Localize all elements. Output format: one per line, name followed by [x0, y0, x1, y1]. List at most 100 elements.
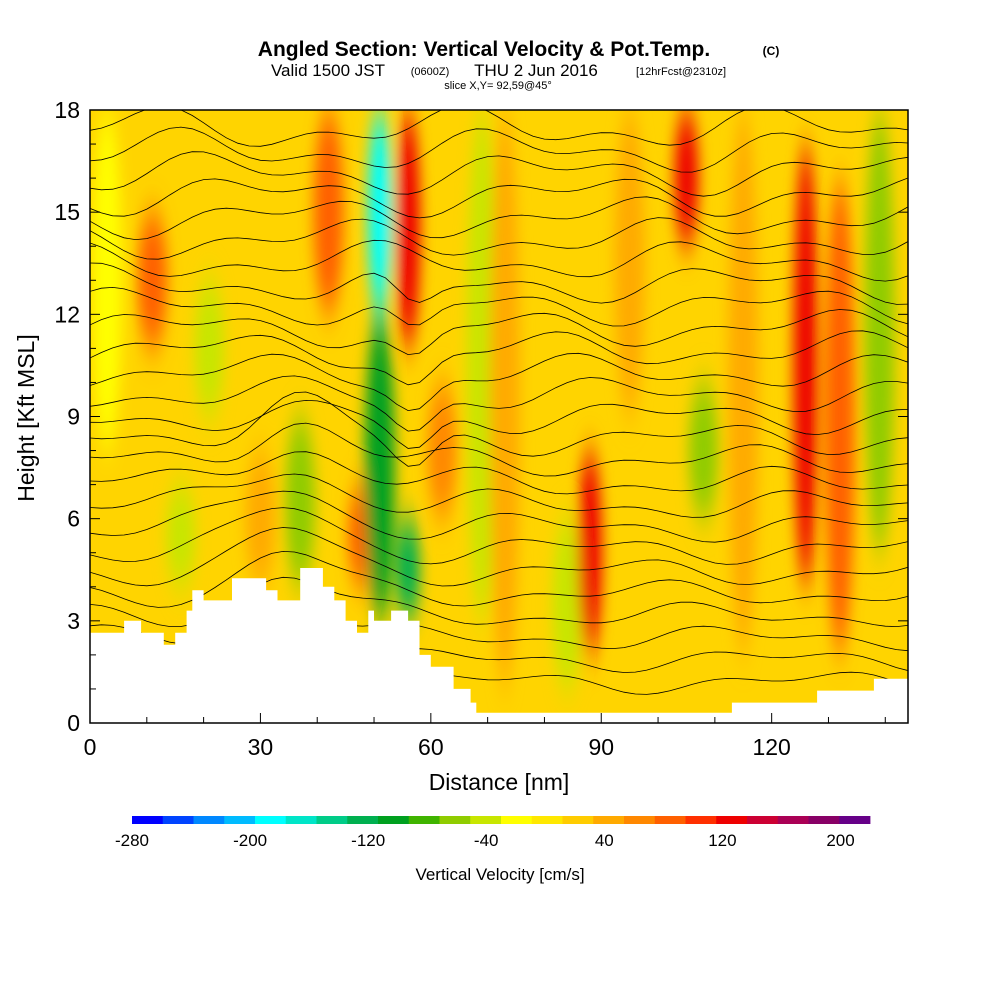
velocity-cell [489, 110, 520, 689]
colorbar-swatch [531, 816, 563, 824]
colorbar-swatch [224, 816, 256, 824]
velocity-cell [466, 110, 497, 621]
x-tick-label: 90 [588, 734, 614, 760]
theta-contour-line [90, 352, 908, 412]
y-tick-label: 9 [67, 404, 80, 430]
theta-contour-line [90, 110, 908, 147]
chart-title: Angled Section: Vertical Velocity & Pot.… [258, 38, 710, 61]
theta-contour-line [90, 196, 908, 241]
velocity-cell [688, 382, 719, 519]
velocity-cell [194, 280, 225, 417]
velocity-cell [165, 484, 196, 587]
theta-contour-line [90, 507, 908, 565]
colorbar-swatch [408, 816, 440, 824]
velocity-cell [92, 110, 123, 451]
axis-ticks: 0 30 60 90 120 0 3 6 9 12 15 18 [54, 97, 908, 760]
velocity-cell [285, 416, 316, 587]
colorbar-swatch [593, 816, 625, 824]
theta-contour-line [90, 451, 908, 495]
colorbar-swatch [654, 816, 686, 824]
velocity-cell [728, 110, 759, 655]
colorbar-swatch [285, 816, 317, 824]
colorbar: -280 -200 -120 -40 40 120 200 [115, 816, 871, 850]
theta-contour-line [90, 330, 908, 386]
colorbar-swatch [808, 816, 840, 824]
slice-info: slice X,Y= 92,59@45° [444, 80, 552, 92]
theta-contour-line [90, 490, 908, 543]
colorbar-swatch [685, 816, 717, 824]
colorbar-swatch [439, 816, 471, 824]
colorbar-swatch [562, 816, 594, 824]
colorbar-swatch [316, 816, 348, 824]
colorbar-swatch [839, 816, 871, 824]
velocity-cell [674, 110, 699, 247]
y-axis-label: Height [Kft MSL] [13, 334, 39, 501]
theta-contour-line [90, 473, 908, 518]
colorbar-swatch [777, 816, 809, 824]
plot-area [90, 110, 908, 723]
colorbar-swatch [347, 816, 379, 824]
velocity-cell [245, 450, 276, 587]
colorbar-tick-label: -280 [115, 831, 149, 850]
colorbar-swatch [255, 816, 287, 824]
x-tick-label: 60 [418, 734, 444, 760]
colorbar-tick-label: -40 [474, 831, 499, 850]
velocity-cell [396, 518, 421, 621]
zulu-time: (0600Z) [411, 66, 450, 78]
velocity-cell [614, 110, 645, 417]
velocity-cell [364, 314, 395, 621]
colorbar-swatch [132, 816, 164, 824]
theta-contour-line [90, 262, 908, 305]
velocity-cell [864, 110, 895, 553]
colorbar-tick-label: -120 [351, 831, 385, 850]
y-tick-label: 6 [67, 506, 80, 532]
theta-contour-line [90, 550, 908, 608]
velocity-cell [313, 110, 344, 315]
y-tick-label: 3 [67, 608, 80, 634]
x-tick-label: 120 [752, 734, 790, 760]
theta-contour-line [90, 151, 908, 197]
theta-contour-line [90, 527, 908, 587]
x-tick-label: 30 [248, 734, 274, 760]
colorbar-swatch [716, 816, 748, 824]
theta-contour-line [90, 391, 908, 467]
y-tick-label: 15 [54, 199, 80, 225]
colorbar-swatch [501, 816, 533, 824]
velocity-cell [137, 212, 168, 349]
colorbar-swatch [162, 816, 194, 824]
valid-date: THU 2 Jun 2016 [474, 61, 598, 80]
colorbar-swatch [470, 816, 502, 824]
colorbar-swatch [624, 816, 656, 824]
colorbar-swatch [378, 816, 410, 824]
theta-contour-line [90, 399, 908, 449]
velocity-cell [552, 518, 583, 689]
forecast-tag: [12hrFcst@2310z] [636, 66, 726, 78]
velocity-cell [824, 178, 855, 655]
theta-contour-line [90, 422, 908, 477]
theta-contour-line [90, 217, 908, 260]
x-tick-label: 0 [84, 734, 97, 760]
y-tick-label: 12 [54, 301, 80, 327]
colorbar-tick-label: 200 [826, 831, 854, 850]
theta-contour-line [90, 177, 908, 219]
valid-time: Valid 1500 JST [271, 61, 385, 80]
theta-contour-line [90, 375, 908, 432]
colorbar-tick-label: -200 [233, 831, 267, 850]
colorbar-tick-label: 40 [595, 831, 614, 850]
theta-contour-line [90, 239, 908, 282]
theta-contour-line [90, 309, 908, 356]
theta-contours [90, 110, 908, 695]
colorbar-tick-label: 120 [708, 831, 736, 850]
velocity-cell [793, 144, 818, 587]
colorbar-label: Vertical Velocity [cm/s] [415, 865, 584, 884]
colorbar-swatch [193, 816, 225, 824]
velocity-cell [577, 450, 602, 655]
theta-contour-line [90, 286, 908, 327]
chart-title-unit: (C) [763, 44, 780, 58]
y-tick-label: 18 [54, 97, 80, 123]
velocity-field [92, 110, 895, 689]
y-tick-label: 0 [67, 710, 80, 736]
theta-contour-line [90, 126, 908, 173]
x-axis-label: Distance [nm] [429, 769, 570, 795]
